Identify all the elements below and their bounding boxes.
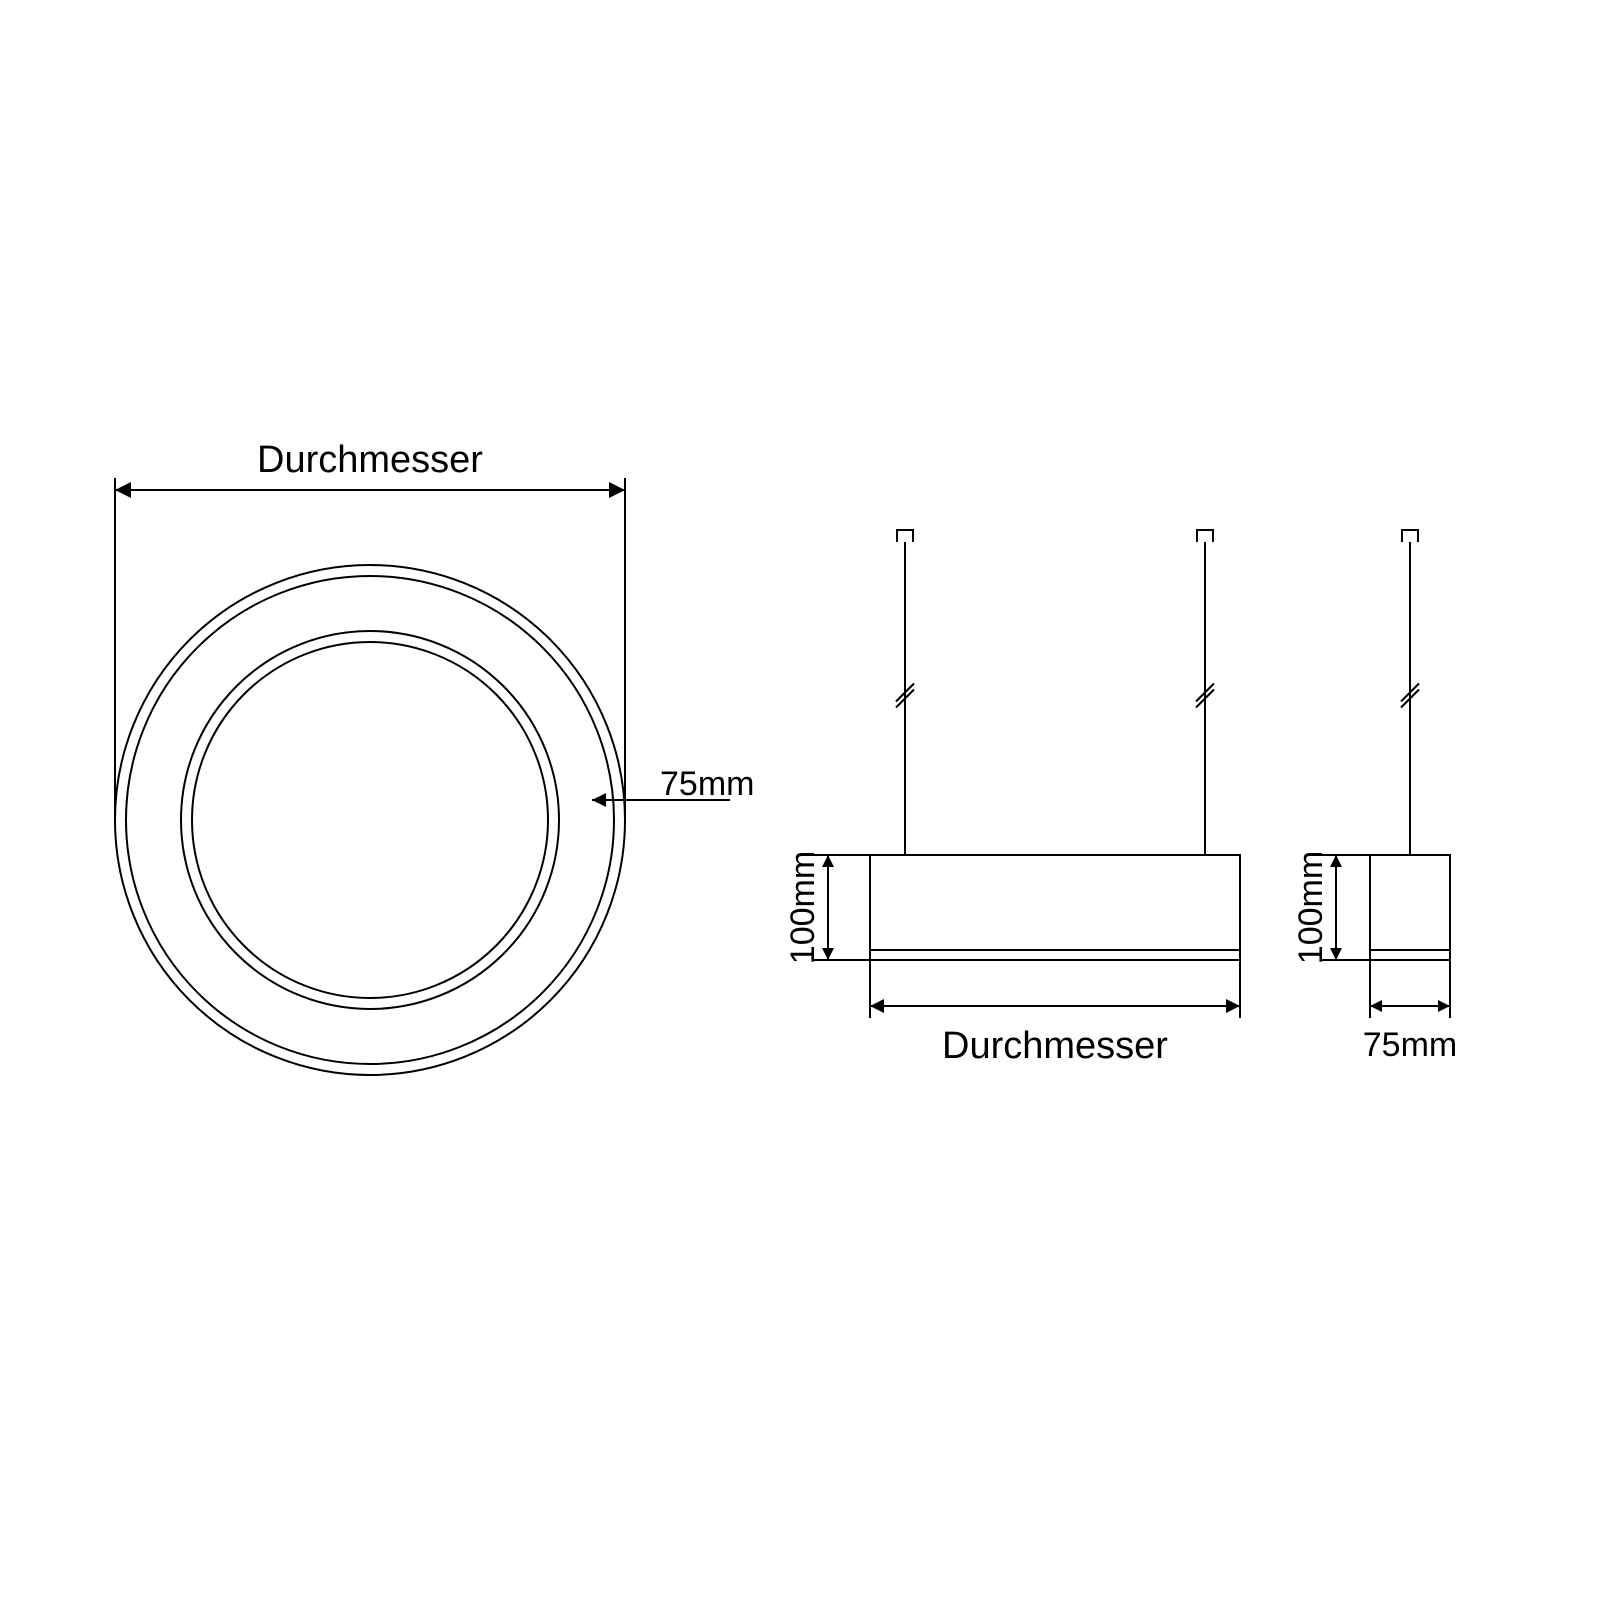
dim-section-width-label: 75mm <box>1363 1026 1457 1064</box>
dim-front-width-label: Durchmesser <box>942 1025 1168 1067</box>
dim-thickness-label: 75mm <box>660 765 754 803</box>
top-view: Durchmesser 75mm <box>115 439 754 1075</box>
inner-ring <box>192 642 548 998</box>
section-body <box>1370 855 1450 960</box>
front-body <box>870 855 1240 960</box>
dim-diameter-label: Durchmesser <box>257 439 483 481</box>
inner-ring <box>181 631 559 1009</box>
dim-section-height-label: 100mm <box>1292 851 1330 964</box>
front-view: 100mm Durchmesser <box>784 530 1240 1067</box>
section-view: 100mm 75mm <box>1292 530 1457 1064</box>
dim-front-height-label: 100mm <box>784 851 822 964</box>
outer-ring <box>126 576 614 1064</box>
